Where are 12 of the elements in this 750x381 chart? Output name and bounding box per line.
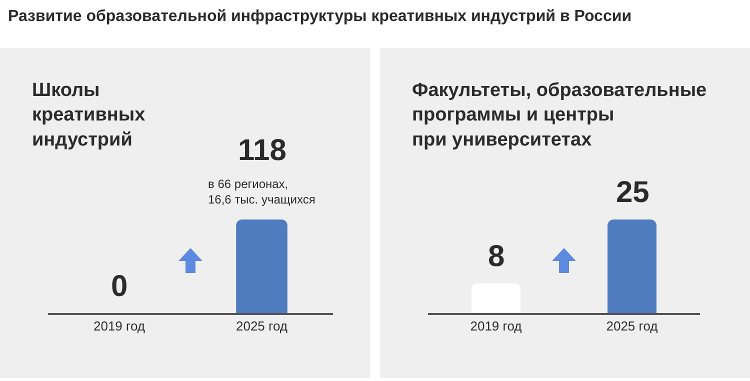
chart-title: Развитие образовательной инфраструктуры креативных индустрий в России: [8, 8, 632, 25]
data-label: 0: [111, 270, 128, 303]
x-tick-label: 2025 год: [606, 318, 658, 334]
data-label: 8: [488, 240, 505, 273]
chart-subtitle: Факультеты, образовательные программы и центры при университетах: [412, 80, 707, 150]
data-label: 25: [616, 176, 650, 209]
data-label: 118: [238, 134, 286, 167]
x-tick-label: 2019 год: [470, 318, 522, 334]
chart-subtitle: Школы креативных индустрий: [32, 80, 146, 150]
x-tick-label: 2019 год: [93, 318, 146, 334]
annotation: в 66 регионах, 16,6 тыс. учащихся: [208, 177, 316, 207]
x-tick-label: 2025 год: [236, 318, 288, 334]
